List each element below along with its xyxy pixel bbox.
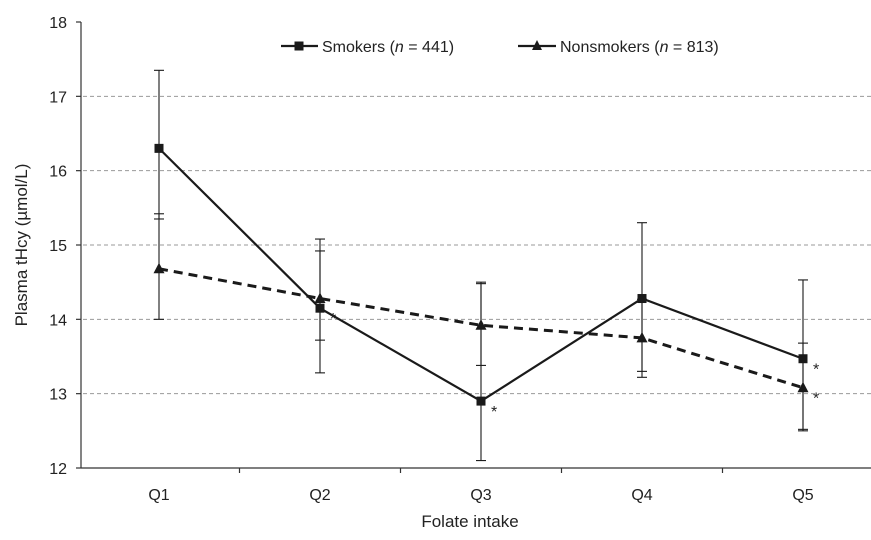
y-tick-label: 18 (49, 15, 67, 32)
significance-asterisk-smokers: * (330, 311, 336, 328)
data-point-smokers (315, 303, 325, 313)
y-tick-label: 14 (49, 312, 67, 329)
significance-asterisk-smokers: * (491, 404, 497, 421)
data-point-smokers (798, 354, 808, 364)
data-point-nonsmokers (797, 381, 809, 393)
data-point-smokers (154, 143, 164, 153)
data-point-nonsmokers (636, 331, 648, 343)
x-tick-label: Q1 (148, 487, 169, 504)
y-tick-label: 16 (49, 164, 67, 181)
x-tick-label: Q5 (792, 487, 813, 504)
series-markers (153, 143, 809, 406)
legend-item-nonsmokers: Nonsmokers (n = 813) (518, 39, 719, 56)
x-tick-label: Q2 (309, 487, 330, 504)
y-axis-label: Plasma tHcy (µmol/L) (12, 164, 31, 327)
axis-ticks: 12 13 14 15 16 17 18 Q1 Q2 Q3 Q4 Q5 (49, 15, 814, 504)
y-tick-label: 12 (49, 461, 67, 478)
x-tick-label: Q3 (470, 487, 491, 504)
x-axis-label: Folate intake (421, 512, 518, 531)
legend-label-smokers: Smokers (n = 441) (322, 39, 454, 56)
data-point-smokers (637, 294, 647, 304)
data-point-smokers (476, 396, 486, 406)
y-tick-label: 15 (49, 238, 67, 255)
legend-item-smokers: Smokers (n = 441) (281, 39, 454, 56)
significance-asterisk-nonsmokers: * (813, 391, 819, 408)
legend-label-nonsmokers: Nonsmokers (n = 813) (560, 39, 719, 56)
legend: Smokers (n = 441) Nonsmokers (n = 813) (281, 39, 719, 56)
legend-triangle-marker (532, 40, 542, 50)
data-point-nonsmokers (475, 319, 487, 330)
x-tick-label: Q4 (631, 487, 652, 504)
data-point-nonsmokers (153, 262, 165, 274)
y-tick-label: 17 (49, 89, 67, 106)
y-tick-label: 13 (49, 387, 67, 404)
significance-asterisk-smokers: * (813, 362, 819, 379)
grid-lines (83, 95, 871, 395)
series-line-nonsmokers (158, 267, 804, 390)
legend-square-marker (294, 41, 304, 51)
data-point-nonsmokers (314, 292, 326, 304)
significance-marks: * * * * (330, 311, 819, 421)
